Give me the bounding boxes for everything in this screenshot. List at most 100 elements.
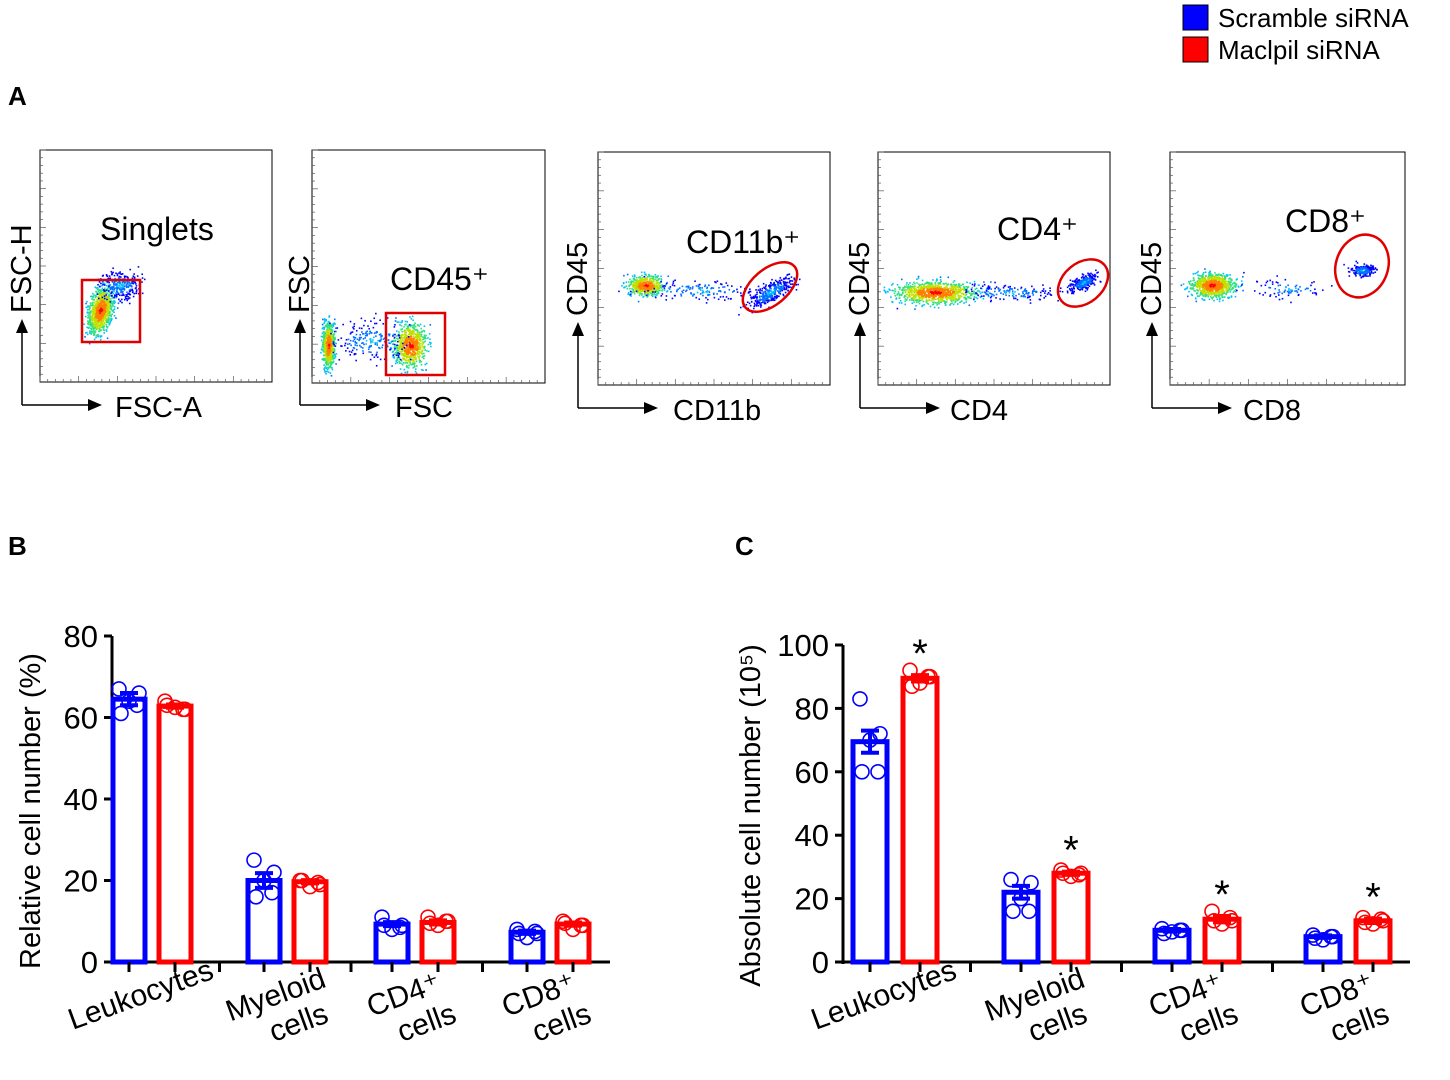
- event-dot: [383, 340, 386, 343]
- event-dot: [926, 289, 929, 292]
- event-dot: [638, 279, 641, 282]
- event-dot: [987, 285, 990, 287]
- event-dot: [653, 293, 655, 296]
- event-dot: [117, 293, 120, 296]
- event-dot: [623, 286, 625, 289]
- event-dot: [785, 277, 787, 280]
- event-dot: [327, 357, 330, 360]
- event-dot: [401, 350, 404, 352]
- event-dot: [365, 334, 367, 337]
- event-dot: [349, 354, 352, 356]
- event-dot: [943, 300, 946, 303]
- event-dot: [118, 277, 120, 280]
- event-dot: [951, 302, 953, 304]
- event-dot: [424, 337, 427, 340]
- event-dot: [338, 358, 341, 361]
- event-dot: [87, 320, 89, 322]
- event-dot: [946, 296, 949, 299]
- event-dot: [92, 328, 95, 331]
- event-dot: [92, 310, 94, 313]
- event-dot: [418, 361, 421, 364]
- event-dot: [328, 358, 331, 361]
- event-dot: [674, 279, 676, 282]
- event-dot: [641, 282, 644, 285]
- event-dot: [933, 293, 935, 296]
- event-dot: [964, 288, 967, 291]
- event-dot: [332, 323, 334, 325]
- event-dot: [413, 347, 415, 350]
- event-dot: [930, 297, 933, 300]
- event-dot: [101, 292, 104, 294]
- event-dot: [419, 338, 421, 341]
- event-dot: [132, 275, 135, 277]
- event-dot: [120, 289, 123, 292]
- event-dot: [427, 350, 430, 353]
- event-dot: [404, 348, 407, 351]
- event-dot: [112, 292, 115, 295]
- event-dot: [791, 283, 794, 285]
- event-dot: [761, 298, 763, 301]
- event-dot: [93, 301, 96, 304]
- event-dot: [951, 288, 953, 291]
- event-dot: [723, 291, 726, 294]
- event-dot: [99, 314, 102, 316]
- event-dot: [389, 348, 392, 351]
- event-dot: [632, 288, 635, 291]
- event-dot: [322, 350, 325, 353]
- event-dot: [403, 357, 406, 360]
- event-dot: [740, 292, 742, 294]
- event-dot: [335, 327, 337, 329]
- event-dot: [722, 286, 724, 288]
- event-dot: [362, 332, 365, 335]
- event-dot: [420, 363, 423, 366]
- event-dot: [914, 294, 917, 297]
- event-dot: [673, 284, 676, 287]
- event-dot: [426, 350, 428, 352]
- event-dot: [935, 295, 937, 298]
- event-dot: [661, 284, 664, 286]
- event-dot: [1057, 299, 1059, 302]
- event-dot: [328, 366, 331, 368]
- event-dot: [100, 293, 102, 296]
- event-dot: [401, 352, 404, 355]
- event-dot: [970, 297, 972, 300]
- event-dot: [389, 346, 392, 349]
- event-dot: [90, 333, 93, 335]
- event-dot: [624, 286, 626, 288]
- event-dot: [108, 287, 111, 290]
- event-dot: [765, 297, 767, 300]
- event-dot: [394, 348, 396, 350]
- event-dot: [353, 323, 356, 325]
- event-dot: [325, 333, 328, 336]
- event-dot: [96, 303, 99, 306]
- plot-frame: [597, 151, 831, 386]
- event-dot: [626, 273, 629, 276]
- event-dot: [909, 295, 911, 298]
- event-dot: [332, 354, 335, 357]
- event-dot: [113, 315, 116, 317]
- event-dot: [642, 283, 645, 286]
- event-dot: [132, 282, 135, 285]
- event-dot: [939, 297, 942, 299]
- event-dot: [658, 283, 660, 286]
- event-dot: [89, 327, 92, 330]
- event-dot: [414, 370, 417, 373]
- event-dot: [728, 288, 731, 291]
- event-dot: [104, 287, 106, 290]
- y-axis-label: CD45: [562, 242, 594, 316]
- event-dot: [322, 347, 325, 349]
- event-dot: [429, 338, 431, 341]
- event-dot: [405, 335, 407, 337]
- event-dot: [405, 334, 407, 336]
- event-dot: [919, 297, 922, 299]
- event-dot: [946, 298, 948, 301]
- event-dot: [635, 290, 638, 293]
- event-dot: [935, 285, 937, 288]
- event-dot: [95, 304, 98, 306]
- event-dot: [363, 343, 365, 346]
- event-dot: [93, 313, 96, 315]
- event-dot: [111, 281, 114, 283]
- event-dot: [92, 295, 95, 298]
- event-dot: [923, 283, 926, 286]
- event-dot: [113, 311, 115, 314]
